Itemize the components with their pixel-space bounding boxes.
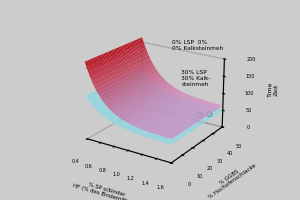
Text: 30% LSP
30% Kalk-
steinmeh: 30% LSP 30% Kalk- steinmeh	[182, 70, 211, 87]
Text: 0% LSP  0%
0% Kalksteinmeh: 0% LSP 0% 0% Kalksteinmeh	[172, 40, 224, 51]
Y-axis label: % GGBS
% Hochofenschlacke: % GGBS % Hochofenschlacke	[205, 159, 257, 200]
X-axis label: % SP o/binder
HF (% des Bindemittels): % SP o/binder HF (% des Bindemittels)	[72, 178, 139, 200]
